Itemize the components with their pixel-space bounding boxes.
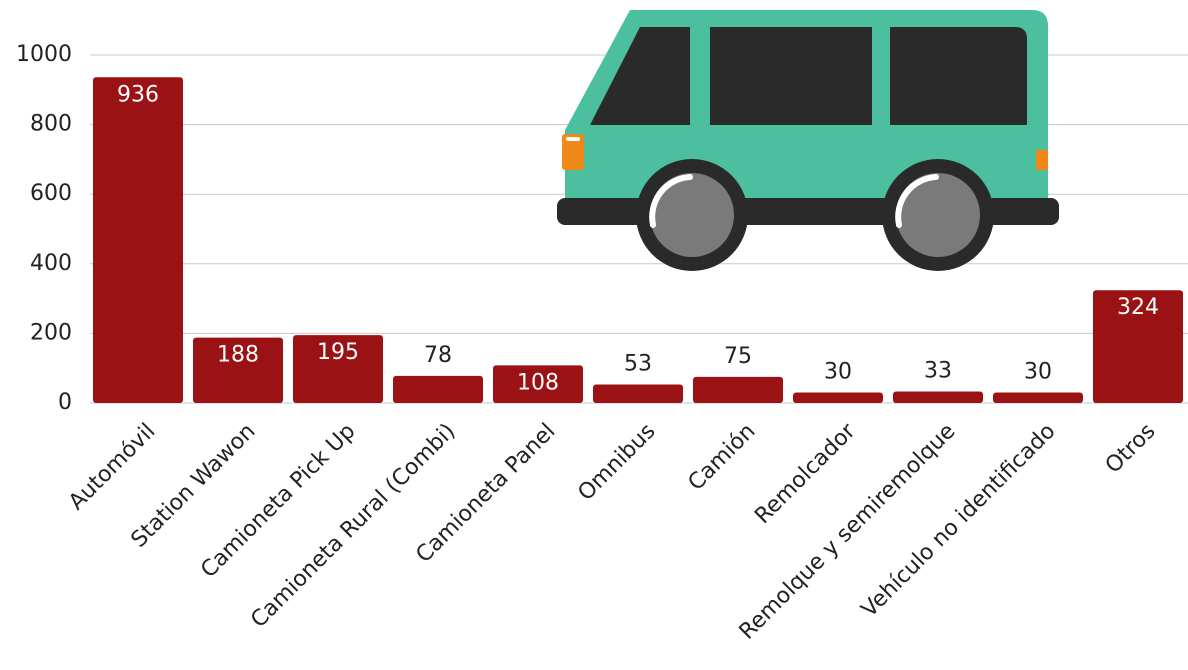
x-tick-label: Automóvil: [64, 419, 160, 515]
bar: [693, 377, 783, 403]
x-tick-label: Camión: [684, 419, 761, 496]
x-tick-label: Vehículo no identificado: [857, 419, 1061, 623]
bar: [393, 376, 483, 403]
value-label: 936: [117, 82, 159, 107]
x-tick-label: Remolcador: [750, 418, 861, 529]
bar: [793, 393, 883, 403]
y-tick-label: 1000: [16, 42, 72, 67]
y-tick-label: 0: [58, 390, 72, 415]
chart: 02004006008001000Automóvil936Station Waw…: [0, 0, 1188, 670]
x-tick-label: Remolque y semiremolque: [735, 419, 961, 645]
x-tick-label: Omnibus: [573, 419, 660, 506]
value-label: 188: [217, 343, 259, 368]
bar: [993, 393, 1083, 403]
value-label: 75: [724, 344, 752, 369]
bar: [93, 77, 183, 403]
value-label: 30: [824, 360, 852, 385]
value-label: 30: [1024, 360, 1052, 385]
x-tick-label: Camioneta Rural (Combi): [246, 419, 460, 633]
value-label: 324: [1117, 295, 1159, 320]
y-tick-label: 200: [30, 320, 72, 345]
bar: [893, 392, 983, 403]
x-tick-label: Otros: [1101, 419, 1161, 479]
value-label: 78: [424, 343, 452, 368]
y-tick-label: 800: [30, 112, 72, 137]
bar: [593, 385, 683, 403]
y-tick-label: 400: [30, 251, 72, 276]
value-label: 108: [517, 370, 559, 395]
value-label: 33: [924, 359, 952, 384]
y-tick-label: 600: [30, 181, 72, 206]
van-illustration: [557, 10, 1059, 271]
value-label: 195: [317, 340, 359, 365]
value-label: 53: [624, 352, 652, 377]
